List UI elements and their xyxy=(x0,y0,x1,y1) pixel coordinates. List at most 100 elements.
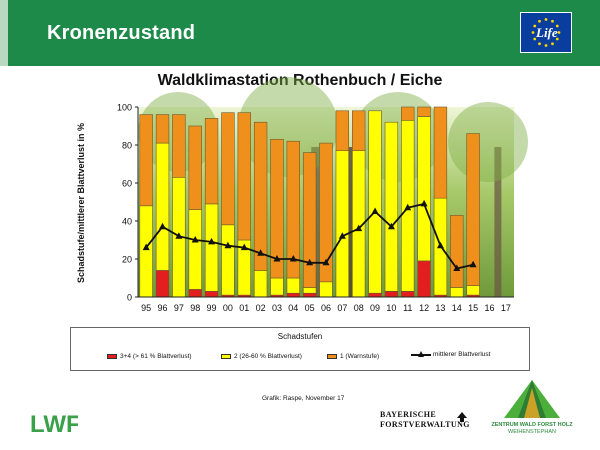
y-tick-label: 0 xyxy=(127,293,132,303)
chart-title: Waldklimastation Rothenbuch / Eiche xyxy=(157,72,443,89)
x-tick-label: 17 xyxy=(501,303,511,313)
legend-swatch-red xyxy=(107,353,117,359)
average-point-marker xyxy=(387,222,395,230)
bar-segment-98-s1 xyxy=(188,209,202,290)
eu-star-icon xyxy=(544,18,548,21)
bar-segment-04-s1 xyxy=(286,277,300,294)
eu-stars-icon xyxy=(531,18,561,47)
legend-label: 3+4 (> 61 % Blattverlust) xyxy=(120,353,192,360)
legend-line-marker-icon xyxy=(411,351,431,358)
y-tick-label: 80 xyxy=(122,141,132,151)
lwf-logo-text: LWF xyxy=(30,411,78,436)
bar-segment-99-s2 xyxy=(204,118,219,205)
bar-segment-12-s2 xyxy=(417,106,431,117)
x-tick-label: 00 xyxy=(223,303,233,313)
average-point-marker xyxy=(240,243,248,251)
bar-segment-00-s2 xyxy=(221,112,235,226)
legend-item-severe: 3+4 (> 61 % Blattverlust) xyxy=(107,353,192,360)
average-point-marker xyxy=(142,243,150,251)
average-point-marker xyxy=(338,232,346,239)
bar-segment-11-s0 xyxy=(401,290,415,298)
bar-segment-10-s1 xyxy=(384,121,399,292)
bar-segment-01-s2 xyxy=(237,112,251,241)
bar-segment-15-s2 xyxy=(466,133,480,286)
x-tick-label: 12 xyxy=(419,303,429,313)
x-tick-label: 08 xyxy=(354,303,364,313)
zentrum-line1: ZENTRUM WALD FORST HOLZ xyxy=(491,422,573,428)
x-tick-label: 09 xyxy=(370,303,380,313)
bay-logo-line1: BAYERISCHE xyxy=(380,410,437,419)
legend-title: Schadstufen xyxy=(277,332,323,341)
eu-star-icon xyxy=(531,31,535,34)
tree-foliage xyxy=(448,102,528,182)
eu-star-icon xyxy=(533,37,537,41)
average-point-marker xyxy=(306,258,314,266)
legend-swatch-yellow xyxy=(221,353,231,359)
average-point-marker xyxy=(273,255,281,262)
eu-star-icon xyxy=(533,24,537,28)
bar-segment-06-s1 xyxy=(319,281,333,298)
bar-segment-99-s0 xyxy=(204,290,219,298)
tree-trunk xyxy=(494,147,502,297)
zentrum-wald-forst-holz-logo xyxy=(504,380,560,418)
eu-star-icon xyxy=(555,24,559,28)
average-point-marker xyxy=(208,237,216,245)
bar-segment-04-s2 xyxy=(286,140,300,279)
bar-segment-12-s0 xyxy=(417,260,431,298)
average-point-marker xyxy=(436,241,444,249)
bar-segment-05-s2 xyxy=(302,152,317,288)
average-point-marker xyxy=(224,241,232,249)
x-tick-label: 96 xyxy=(158,303,168,313)
life-logo-text: Life xyxy=(536,25,558,40)
x-tick-label: 14 xyxy=(452,303,462,313)
x-tick-label: 95 xyxy=(141,303,151,313)
legend-item-warning: 1 (Warnstufe) xyxy=(327,353,379,360)
header-accent-bar xyxy=(0,0,8,66)
legend-label: 1 (Warnstufe) xyxy=(340,353,380,360)
x-tick-label: 05 xyxy=(305,303,315,313)
bar-segment-96-s1 xyxy=(155,142,170,271)
slide-header: Kronenzustand Life xyxy=(0,0,600,66)
bay-logo-line2: FORSTVERWALTUNG xyxy=(380,420,470,429)
bay-arrow-icon xyxy=(457,412,467,422)
bar-segment-09-s1 xyxy=(368,110,382,294)
average-point-marker xyxy=(453,264,461,271)
bar-segment-14-s1 xyxy=(450,287,464,298)
y-tick-label: 40 xyxy=(122,217,132,227)
bar-segment-98-s0 xyxy=(188,289,202,298)
x-tick-label: 03 xyxy=(272,303,282,313)
x-tick-label: 07 xyxy=(337,303,347,313)
x-tick-label: 13 xyxy=(435,303,445,313)
legend: Schadstufen 3+4 (> 61 % Blattverlust) 2 … xyxy=(70,327,530,371)
bar-segment-99-s1 xyxy=(204,203,219,292)
bar-segment-13-s2 xyxy=(433,106,448,199)
bar-segment-10-s0 xyxy=(384,290,399,298)
bar-segment-95-s2 xyxy=(139,114,153,207)
x-tick-label: 11 xyxy=(403,303,412,313)
bar-segment-11-s2 xyxy=(401,106,415,121)
legend-item-average: mittlerer Blattverlust xyxy=(411,351,490,358)
bar-segment-96-s0 xyxy=(155,270,170,298)
bar-segment-02-s1 xyxy=(253,270,268,298)
x-tick-label: 99 xyxy=(207,303,217,313)
eu-star-icon xyxy=(551,19,554,23)
legend-label: mittlerer Blattverlust xyxy=(433,351,491,359)
slide-title: Kronenzustand xyxy=(47,22,196,44)
average-point-marker xyxy=(371,207,379,214)
graph-credit: Grafik: Raspe, November 17 xyxy=(262,395,345,402)
eu-star-icon xyxy=(555,37,559,41)
bar-segment-03-s1 xyxy=(270,277,284,296)
bar-segment-06-s2 xyxy=(319,142,333,283)
zentrum-logo-text: ZENTRUM WALD FORST HOLZ WEIHENSTEPHAN xyxy=(478,422,586,436)
y-tick-label: 100 xyxy=(117,103,132,113)
average-point-marker xyxy=(191,236,199,243)
average-point-marker xyxy=(175,232,183,239)
average-point-marker xyxy=(322,258,330,266)
bar-segment-96-s2 xyxy=(155,114,170,144)
x-tick-label: 98 xyxy=(190,303,200,313)
eu-star-icon xyxy=(551,42,554,46)
eu-life-logo: Life xyxy=(520,12,572,53)
average-point-marker xyxy=(159,222,167,230)
bar-segment-00-s1 xyxy=(221,224,235,296)
average-point-marker xyxy=(355,224,363,232)
